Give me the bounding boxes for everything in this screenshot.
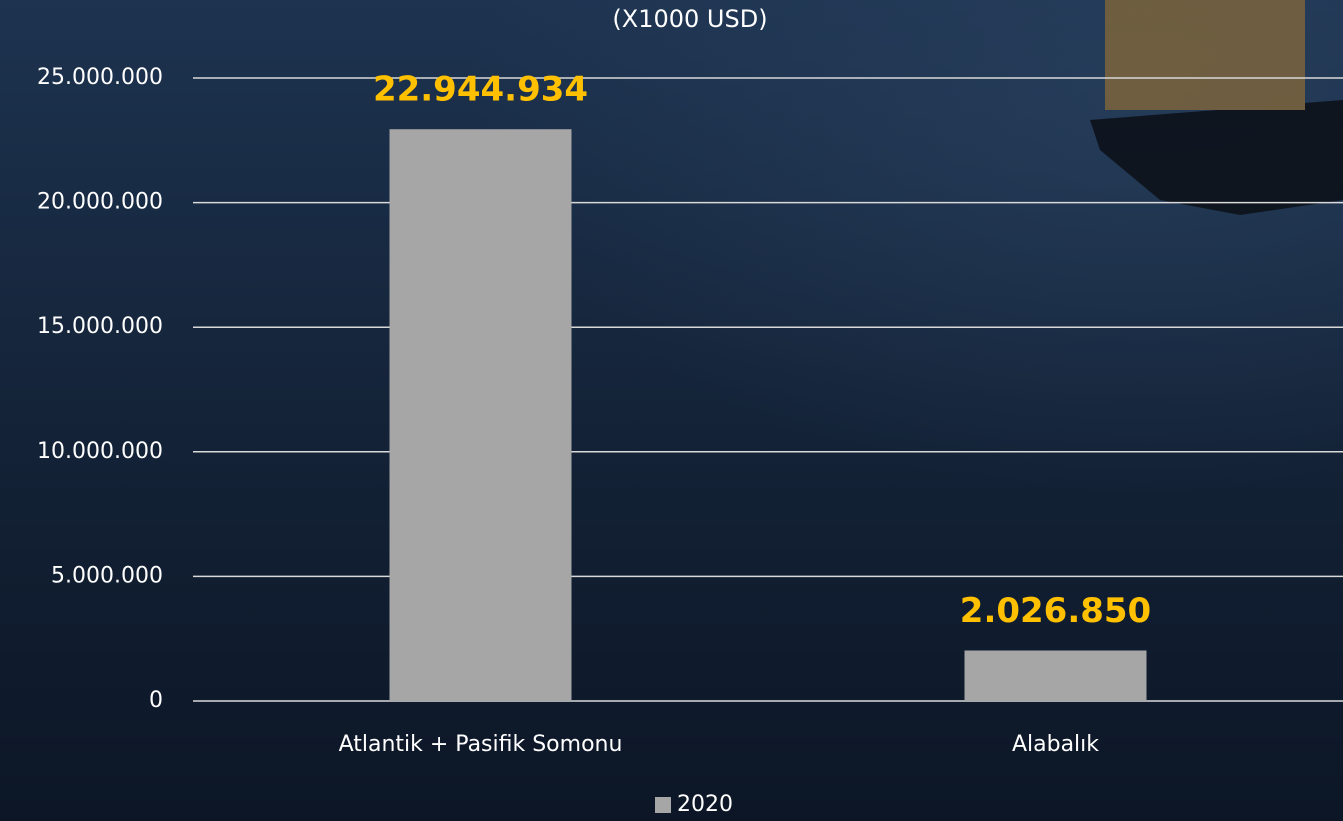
value-label: 2.026.850 <box>960 591 1151 631</box>
bar <box>964 650 1147 701</box>
legend-label: 2020 <box>677 792 733 817</box>
y-tick-label: 25.000.000 <box>37 65 163 90</box>
y-tick-label: 0 <box>149 688 163 713</box>
x-tick-label: Atlantik + Pasifik Somonu <box>339 732 623 757</box>
x-tick-label: Alabalık <box>1012 732 1099 757</box>
y-tick-label: 20.000.000 <box>37 190 163 215</box>
y-tick-label: 10.000.000 <box>37 439 163 464</box>
legend-swatch <box>655 797 671 813</box>
value-label: 22.944.934 <box>373 70 588 110</box>
y-tick-label: 5.000.000 <box>51 563 163 588</box>
y-tick-label: 15.000.000 <box>37 314 163 339</box>
ship-illustration <box>1090 0 1343 215</box>
chart-subtitle: (X1000 USD) <box>612 5 767 33</box>
bar <box>389 129 572 701</box>
